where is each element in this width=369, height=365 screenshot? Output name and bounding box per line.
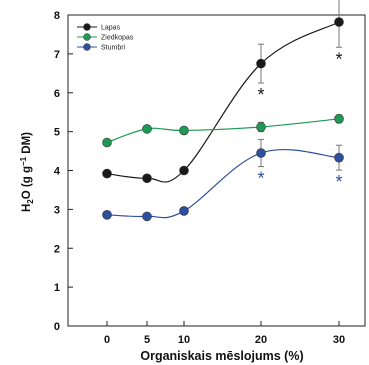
legend-marker: [83, 23, 91, 31]
x-tick-label: 10: [178, 334, 190, 346]
x-tick-label: 5: [144, 334, 150, 346]
x-tick-label: 0: [104, 334, 110, 346]
significance-marker: *: [335, 172, 342, 192]
legend-label: Stumbri: [101, 45, 126, 52]
x-tick-label: 20: [255, 334, 267, 346]
y-tick-label: 2: [54, 243, 60, 255]
series-layer: *** *: [102, 0, 344, 222]
y-tick-label: 1: [54, 282, 60, 294]
y-tick-label: 8: [54, 10, 60, 22]
data-point: [142, 173, 152, 184]
data-point: [334, 113, 344, 124]
legend-marker: [83, 43, 91, 51]
series-line: [106, 118, 340, 144]
series-lapas: **: [102, 0, 344, 184]
legend-label: Lapas: [101, 25, 121, 32]
y-tick-label: 7: [54, 49, 60, 61]
data-point: [256, 148, 266, 158]
legend-item: Lapas: [77, 23, 121, 32]
series-ziedkopas: [102, 113, 344, 148]
series-stumbri: * *: [102, 138, 344, 222]
series-line: [106, 21, 340, 183]
data-point: [179, 206, 189, 216]
y-tick-label: 0: [54, 321, 60, 333]
y-tick-label: 5: [54, 127, 60, 139]
x-tick-label: 30: [333, 334, 345, 346]
data-point: [256, 122, 266, 132]
data-point: [102, 210, 112, 220]
legend-item: Stumbri: [77, 43, 126, 52]
significance-marker: *: [335, 49, 342, 69]
significance-marker: *: [257, 85, 264, 105]
data-point: [256, 58, 266, 69]
plot-frame: [67, 14, 366, 327]
y-tick-label: 3: [54, 204, 60, 216]
data-point: [179, 125, 189, 136]
data-point: [334, 152, 344, 163]
legend-marker: [83, 33, 91, 41]
data-point: [142, 211, 152, 222]
data-point: [142, 124, 152, 134]
significance-marker: *: [257, 169, 264, 189]
x-axis-label: Organiskais mēslojums (%): [140, 349, 303, 363]
y-tick-label: 6: [54, 88, 60, 100]
series-line: [106, 149, 340, 219]
data-point: [102, 137, 112, 148]
data-point: [334, 17, 344, 27]
legend-label: Ziedkopas: [101, 35, 134, 42]
data-point: [179, 165, 189, 176]
y-axis-label: H2O (g g−1 DM): [19, 132, 35, 212]
y-tick-label: 4: [54, 166, 61, 178]
plot-border: [67, 14, 366, 327]
legend-item: Ziedkopas: [77, 33, 134, 42]
x-axis: 0 5 10 20 30: [104, 321, 345, 346]
data-point: [102, 168, 112, 179]
legend: Lapas Ziedkopas Stumbri: [77, 23, 134, 52]
y-axis: 0 1 2 3 4 5 6 7 8: [54, 10, 73, 333]
